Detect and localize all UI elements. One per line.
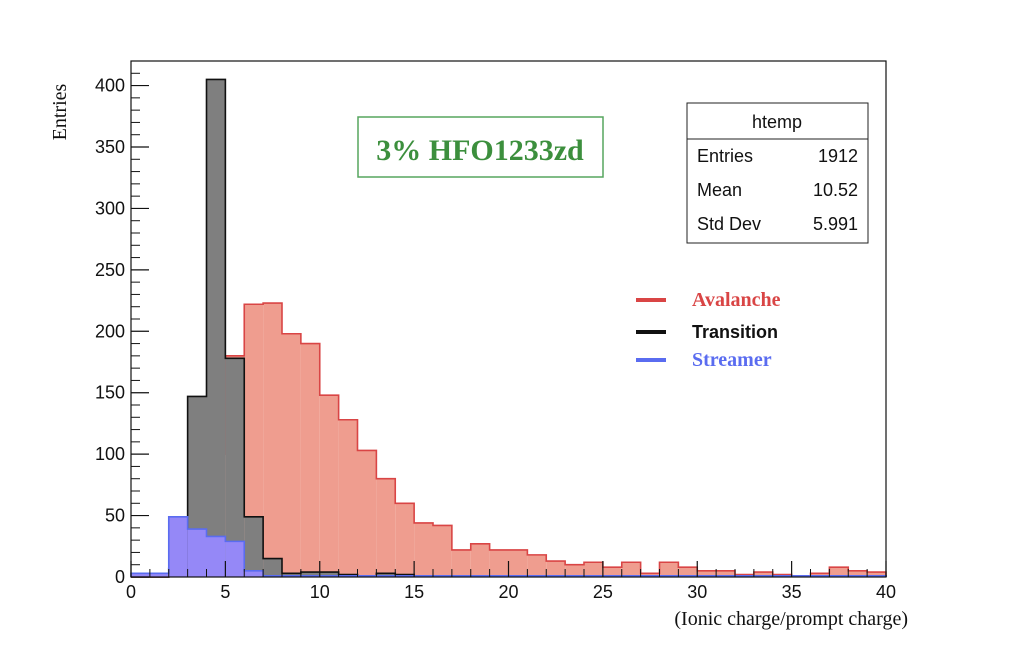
bar-transition-9 [300,572,320,577]
bar-avalanche-31 [716,570,735,577]
stats-label-mean: Mean [697,180,742,200]
bar-avalanche-26 [621,562,641,577]
bar-avalanche-11 [338,419,358,577]
stats-label-entries: Entries [697,146,753,166]
bar-avalanche-14 [395,503,415,577]
y-axis-label: Entries [49,83,71,140]
bar-avalanche-16 [433,525,452,577]
bar-avalanche-22 [546,561,566,577]
bar-avalanche-9 [300,343,320,577]
bar-avalanche-24 [584,562,603,577]
bar-avalanche-18 [470,543,490,577]
legend-label-transition: Transition [692,322,778,342]
bar-avalanche-30 [697,570,717,577]
y-tick-label-200: 200 [95,321,125,341]
bar-streamer-0 [131,573,150,577]
bar-avalanche-37 [829,567,849,577]
bar-transition-6 [244,516,264,577]
x-tick-label-25: 25 [593,582,613,602]
bar-avalanche-13 [376,478,396,577]
y-tick-label-350: 350 [95,137,125,157]
x-tick-label-20: 20 [498,582,518,602]
legend-label-streamer: Streamer [692,349,772,371]
bar-streamer-4 [206,536,226,577]
legend: Avalanche Transition Streamer [636,289,781,371]
bar-avalanche-17 [451,549,471,577]
bar-avalanche-12 [357,450,377,577]
legend-label-avalanche: Avalanche [692,289,781,311]
y-tick-label-400: 400 [95,76,125,96]
bar-streamer-6 [244,570,264,577]
y-tick-label-300: 300 [95,198,125,218]
bar-avalanche-33 [753,572,773,577]
bars-layer [130,78,887,578]
bar-avalanche-6 [244,304,264,577]
annotation-text: 3% HFO1233zd [376,134,584,167]
series-avalanche [131,302,887,578]
x-tick-label-35: 35 [782,582,802,602]
stats-value-stddev: 5.991 [813,214,858,234]
stats-box: htemp Entries 1912 Mean 10.52 Std Dev 5.… [686,102,869,244]
bar-avalanche-38 [848,570,868,577]
bar-avalanche-39 [867,572,886,577]
bar-avalanche-19 [489,549,509,577]
y-tick-label-50: 50 [105,506,125,526]
x-tick-label-5: 5 [220,582,230,602]
ticks-layer: 0 50 100 150 200 250 300 350 400 0 5 10 15 20 25 30 35 40 [95,72,896,602]
y-tick-label-0: 0 [115,567,125,587]
bar-avalanche-25 [602,567,622,577]
bar-avalanche-23 [565,564,584,577]
bar-avalanche-28 [659,562,679,577]
x-axis-label: (Ionic charge/prompt charge) [674,608,908,630]
stats-value-mean: 10.52 [813,180,858,200]
y-tick-label-250: 250 [95,260,125,280]
stats-value-entries: 1912 [818,146,858,166]
bar-avalanche-29 [678,567,698,577]
bar-avalanche-20 [508,549,528,577]
bar-streamer-3 [187,529,207,577]
stats-title: htemp [752,112,802,132]
bar-avalanche-8 [282,333,301,577]
x-tick-label-0: 0 [126,582,136,602]
bar-transition-7 [263,558,282,577]
y-tick-label-150: 150 [95,383,125,403]
bar-transition-10 [319,572,339,577]
x-tick-label-10: 10 [310,582,330,602]
stats-label-stddev: Std Dev [697,214,761,234]
bar-streamer-2 [168,516,188,577]
x-tick-label-30: 30 [687,582,707,602]
bar-avalanche-7 [263,303,282,577]
x-tick-label-15: 15 [404,582,424,602]
bar-streamer-1 [149,573,169,577]
bar-streamer-5 [225,541,245,577]
bar-transition-4 [206,79,226,577]
bar-avalanche-10 [319,395,339,577]
annotation-box: 3% HFO1233zd [357,116,604,178]
y-tick-label-100: 100 [95,444,125,464]
bar-avalanche-15 [414,522,433,577]
bar-transition-5 [225,358,245,577]
x-tick-label-40: 40 [876,582,896,602]
bar-avalanche-21 [527,554,547,577]
